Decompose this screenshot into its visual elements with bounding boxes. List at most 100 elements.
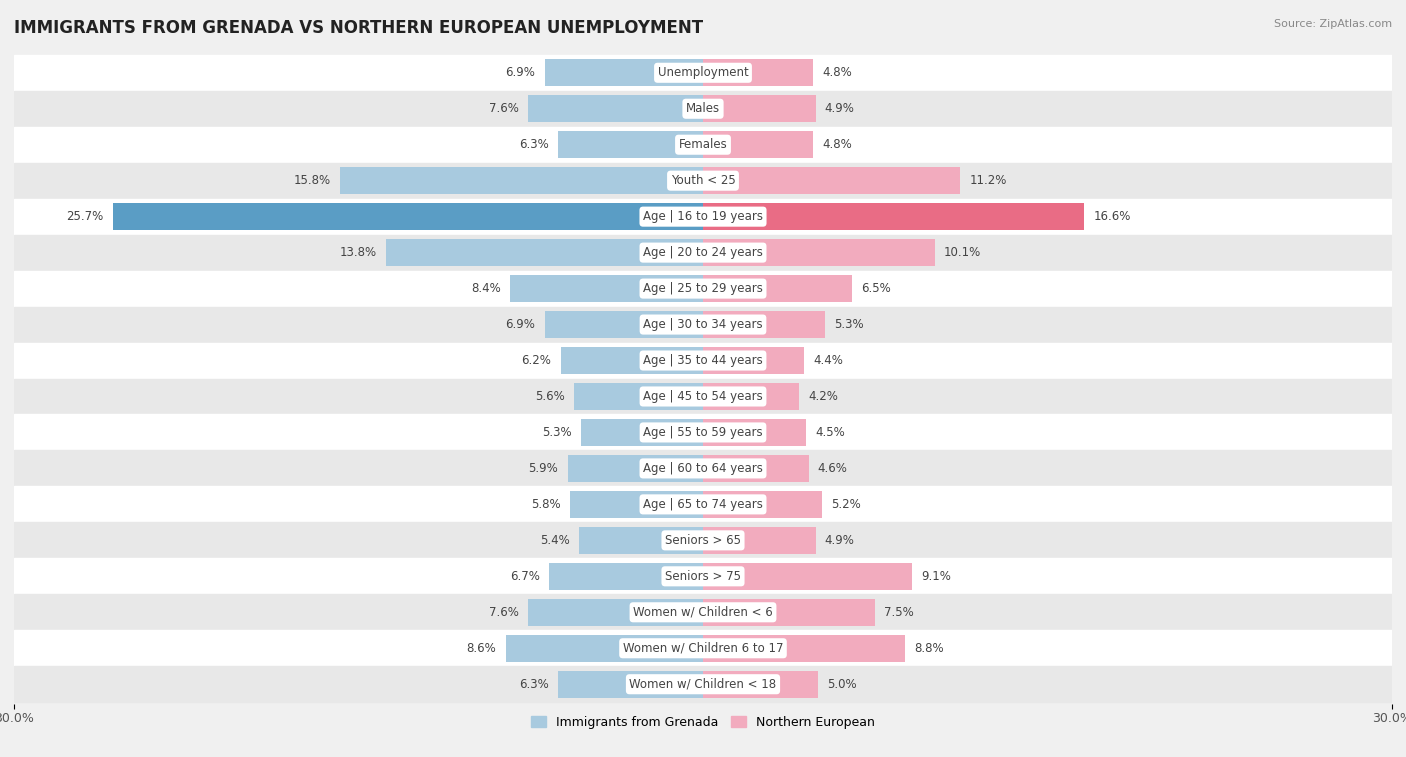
Text: 16.6%: 16.6% [1094, 210, 1130, 223]
Text: 5.2%: 5.2% [831, 498, 862, 511]
Text: Unemployment: Unemployment [658, 67, 748, 79]
Text: Women w/ Children < 18: Women w/ Children < 18 [630, 678, 776, 690]
Text: 4.5%: 4.5% [815, 426, 845, 439]
Bar [14, 270, 1392, 307]
Text: Seniors > 65: Seniors > 65 [665, 534, 741, 547]
Text: 7.5%: 7.5% [884, 606, 914, 618]
Text: Seniors > 75: Seniors > 75 [665, 570, 741, 583]
Text: 10.1%: 10.1% [945, 246, 981, 259]
Text: 11.2%: 11.2% [969, 174, 1007, 187]
Text: 6.2%: 6.2% [522, 354, 551, 367]
Bar [579, 527, 703, 554]
Text: IMMIGRANTS FROM GRENADA VS NORTHERN EUROPEAN UNEMPLOYMENT: IMMIGRANTS FROM GRENADA VS NORTHERN EURO… [14, 19, 703, 37]
Bar [14, 91, 1392, 126]
Bar [14, 126, 1392, 163]
Bar [14, 559, 1392, 594]
Bar [703, 383, 800, 410]
Text: Age | 35 to 44 years: Age | 35 to 44 years [643, 354, 763, 367]
Bar [14, 487, 1392, 522]
Text: 4.8%: 4.8% [823, 139, 852, 151]
Bar [561, 347, 703, 374]
Bar [14, 163, 1392, 198]
Bar [14, 378, 1392, 415]
Bar [14, 198, 1392, 235]
Bar [703, 95, 815, 122]
Bar [112, 203, 703, 230]
Text: Source: ZipAtlas.com: Source: ZipAtlas.com [1274, 19, 1392, 29]
Bar [14, 631, 1392, 666]
Bar [506, 635, 703, 662]
Text: Age | 45 to 54 years: Age | 45 to 54 years [643, 390, 763, 403]
Text: 5.3%: 5.3% [834, 318, 863, 331]
Bar [703, 311, 825, 338]
Text: 6.9%: 6.9% [506, 318, 536, 331]
Bar [703, 167, 960, 194]
Bar [703, 563, 912, 590]
Bar [14, 522, 1392, 559]
Bar [558, 131, 703, 158]
Text: Age | 25 to 29 years: Age | 25 to 29 years [643, 282, 763, 295]
Bar [14, 415, 1392, 450]
Text: 7.6%: 7.6% [489, 606, 519, 618]
Text: 4.8%: 4.8% [823, 67, 852, 79]
Bar [703, 347, 804, 374]
Bar [14, 666, 1392, 702]
Text: 4.2%: 4.2% [808, 390, 838, 403]
Bar [14, 307, 1392, 342]
Bar [703, 527, 815, 554]
Text: 4.4%: 4.4% [813, 354, 844, 367]
Text: 5.9%: 5.9% [529, 462, 558, 475]
Bar [14, 594, 1392, 631]
Text: 5.0%: 5.0% [827, 678, 856, 690]
Text: 25.7%: 25.7% [66, 210, 104, 223]
Bar [14, 342, 1392, 378]
Bar [544, 59, 703, 86]
Bar [575, 383, 703, 410]
Bar [703, 275, 852, 302]
Text: Males: Males [686, 102, 720, 115]
Text: 6.9%: 6.9% [506, 67, 536, 79]
Text: 4.6%: 4.6% [818, 462, 848, 475]
Text: 5.3%: 5.3% [543, 426, 572, 439]
Text: 8.8%: 8.8% [914, 642, 943, 655]
Text: 9.1%: 9.1% [921, 570, 950, 583]
Text: Age | 30 to 34 years: Age | 30 to 34 years [643, 318, 763, 331]
Text: 4.9%: 4.9% [825, 534, 855, 547]
Text: Age | 60 to 64 years: Age | 60 to 64 years [643, 462, 763, 475]
Bar [581, 419, 703, 446]
Bar [569, 491, 703, 518]
Text: 5.4%: 5.4% [540, 534, 569, 547]
Bar [544, 311, 703, 338]
Bar [529, 95, 703, 122]
Text: Women w/ Children < 6: Women w/ Children < 6 [633, 606, 773, 618]
Text: 4.9%: 4.9% [825, 102, 855, 115]
Bar [703, 131, 813, 158]
Bar [558, 671, 703, 698]
Text: 5.6%: 5.6% [536, 390, 565, 403]
Bar [550, 563, 703, 590]
Text: Females: Females [679, 139, 727, 151]
Text: 6.3%: 6.3% [519, 139, 550, 151]
Bar [14, 450, 1392, 487]
Bar [703, 491, 823, 518]
Text: 5.8%: 5.8% [531, 498, 561, 511]
Text: 8.6%: 8.6% [467, 642, 496, 655]
Text: 15.8%: 15.8% [294, 174, 330, 187]
Bar [703, 59, 813, 86]
Bar [703, 671, 818, 698]
Text: 6.5%: 6.5% [862, 282, 891, 295]
Text: 6.7%: 6.7% [510, 570, 540, 583]
Bar [703, 239, 935, 266]
Text: Youth < 25: Youth < 25 [671, 174, 735, 187]
Bar [14, 55, 1392, 91]
Bar [387, 239, 703, 266]
Bar [529, 599, 703, 626]
Text: 8.4%: 8.4% [471, 282, 501, 295]
Bar [568, 455, 703, 482]
Text: Women w/ Children 6 to 17: Women w/ Children 6 to 17 [623, 642, 783, 655]
Bar [14, 235, 1392, 270]
Bar [703, 599, 875, 626]
Bar [703, 203, 1084, 230]
Text: 7.6%: 7.6% [489, 102, 519, 115]
Text: Age | 16 to 19 years: Age | 16 to 19 years [643, 210, 763, 223]
